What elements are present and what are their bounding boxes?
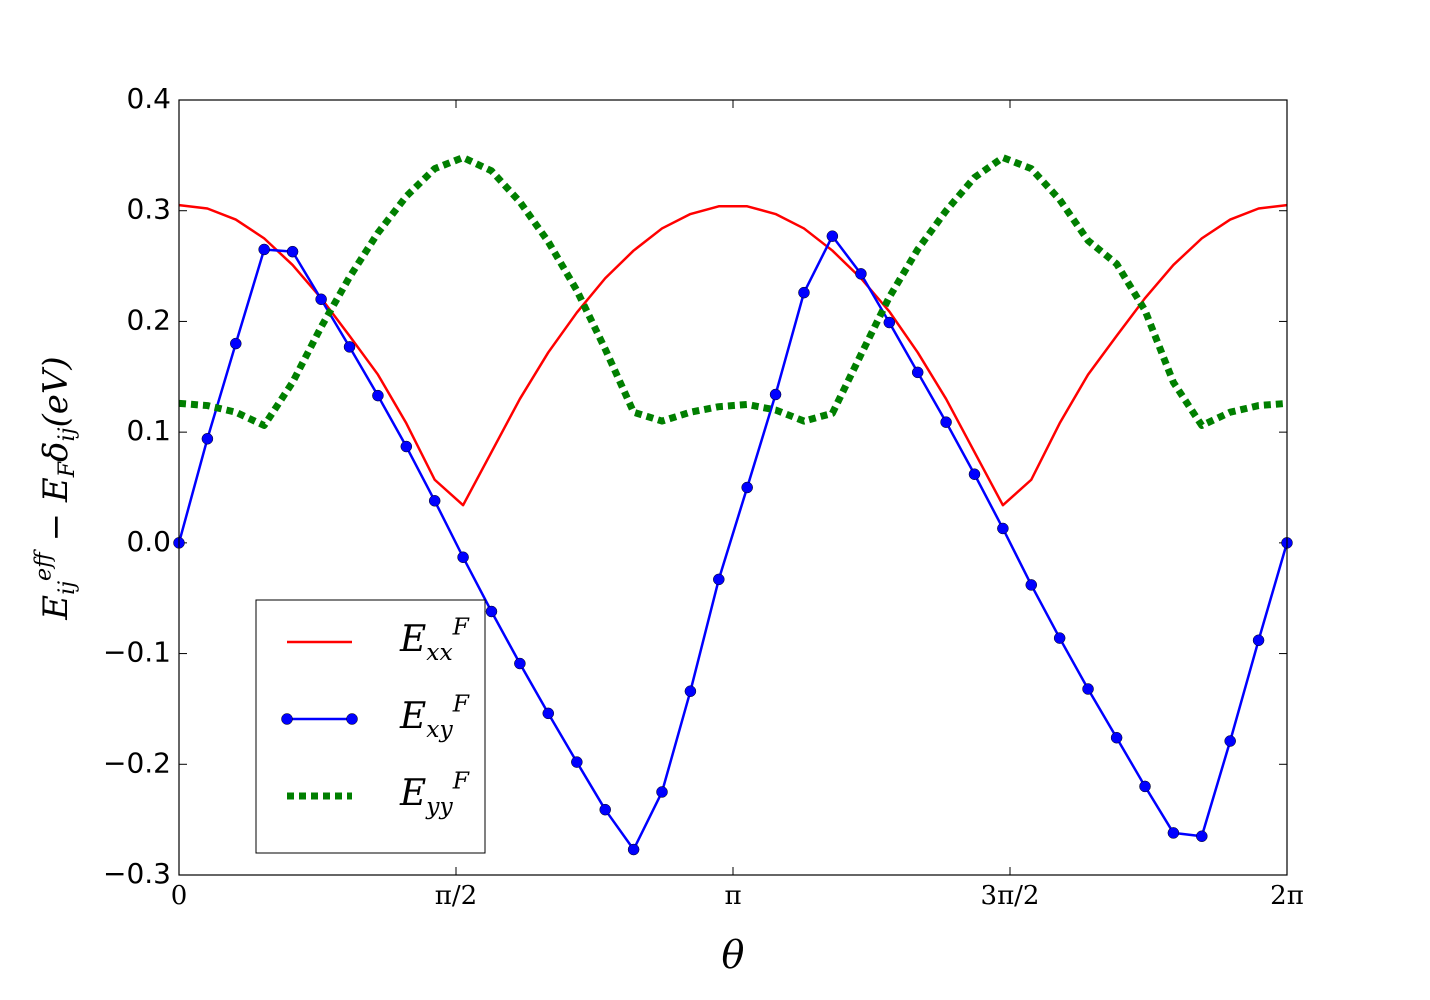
- legend: ExxF ExyF EyyF: [255, 599, 486, 854]
- y-tick-label: 0.0: [126, 525, 171, 558]
- x-tick-label: π: [724, 881, 741, 911]
- series-line: [178, 154, 1288, 429]
- legend-label: ExxF: [399, 612, 470, 665]
- x-tick-label: 0: [171, 881, 188, 911]
- data-point: [599, 803, 611, 816]
- legend-label: ExyF: [399, 689, 470, 742]
- data-point: [457, 551, 469, 563]
- data-point: [855, 268, 867, 280]
- data-point: [940, 416, 952, 428]
- y-tick-label: −0.2: [103, 746, 171, 779]
- data-point: [1224, 735, 1236, 747]
- data-point: [1252, 634, 1265, 647]
- data-point: [400, 440, 413, 453]
- legend-marker: [346, 713, 358, 725]
- x-axis-label: θ: [722, 933, 745, 977]
- series-line: [177, 234, 1289, 851]
- data-point: [826, 230, 839, 242]
- data-point: [428, 495, 441, 507]
- legend-label: EyyF: [399, 766, 470, 819]
- data-point: [656, 786, 668, 798]
- data-point: [201, 433, 214, 445]
- data-point: [286, 245, 299, 258]
- y-tick-label: 0.3: [126, 193, 171, 226]
- data-point: [1025, 579, 1038, 591]
- data-point: [741, 481, 753, 494]
- y-tick-label: 0.4: [126, 82, 171, 115]
- data-point: [315, 293, 327, 306]
- data-point: [1110, 731, 1123, 744]
- data-point: [713, 573, 725, 586]
- data-point: [769, 388, 782, 401]
- data-point: [230, 337, 242, 350]
- y-tick-label: 0.2: [126, 303, 171, 336]
- data-point: [1053, 632, 1066, 644]
- data-point: [571, 756, 583, 768]
- y-tick-label: −0.1: [103, 636, 171, 669]
- data-point: [883, 316, 896, 329]
- data-point: [911, 366, 924, 379]
- data-point: [514, 657, 526, 670]
- y-tick-label: 0.1: [126, 414, 171, 447]
- data-point: [485, 605, 498, 618]
- plot-frame: [178, 99, 1288, 876]
- x-tick-label: 2π: [1270, 881, 1304, 911]
- data-point: [372, 389, 384, 402]
- series-line: [178, 203, 1288, 507]
- data-point: [684, 685, 697, 697]
- data-point: [258, 243, 270, 256]
- data-point: [343, 341, 356, 353]
- data-point: [798, 286, 810, 299]
- x-tick-label: 3π/2: [981, 881, 1040, 911]
- data-point: [1082, 683, 1094, 695]
- data-point: [1139, 780, 1151, 793]
- data-point: [997, 522, 1009, 535]
- y-axis-label: Eijeff − EFδij(eV): [30, 356, 80, 620]
- x-tick-label: π/2: [435, 881, 477, 911]
- data-point: [968, 468, 981, 480]
- data-point: [542, 707, 555, 720]
- data-point: [627, 843, 640, 856]
- legend-marker: [281, 713, 293, 725]
- data-point: [1167, 827, 1180, 839]
- data-point: [1196, 830, 1208, 842]
- y-tick-label: −0.3: [103, 857, 171, 890]
